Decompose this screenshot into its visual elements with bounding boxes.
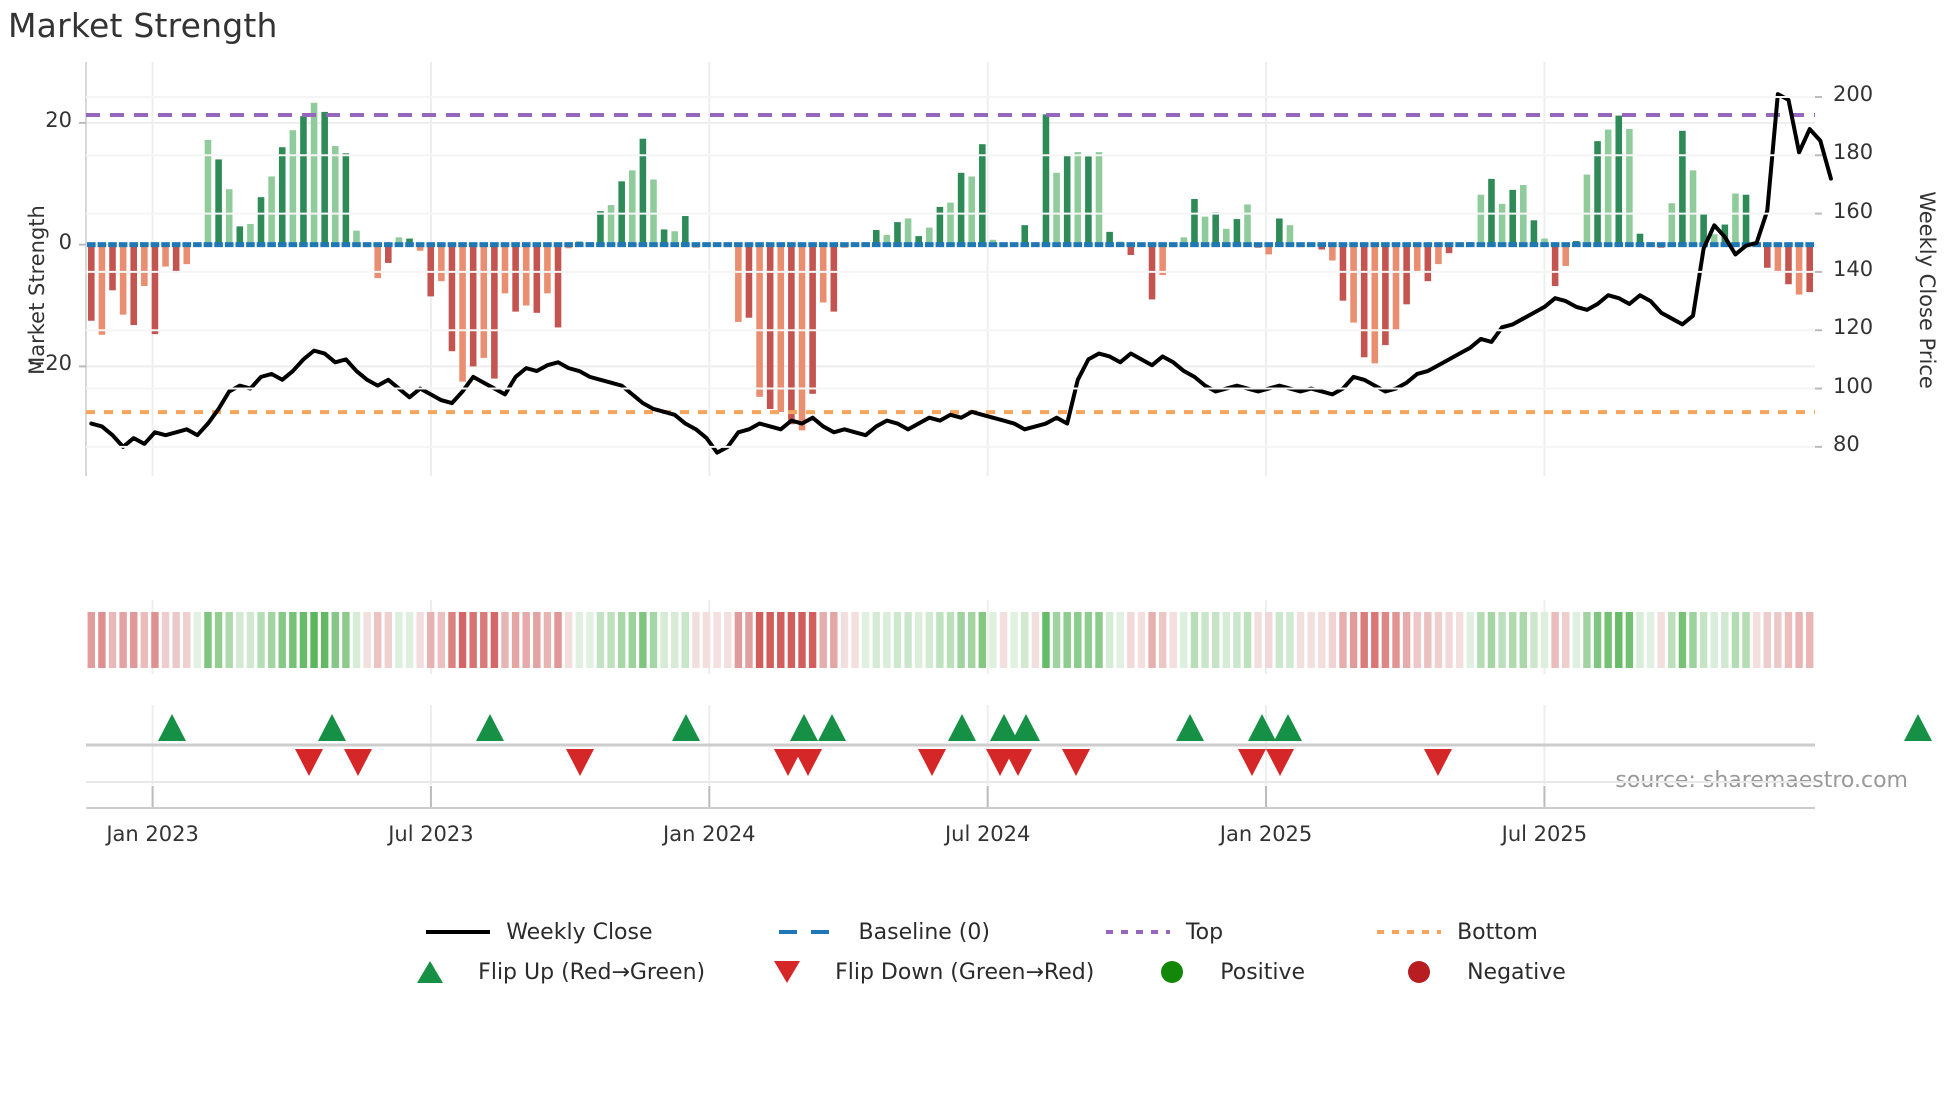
circle-icon bbox=[1161, 961, 1184, 983]
legend-item[interactable]: Negative bbox=[1383, 952, 1566, 992]
legend-label: Positive bbox=[1220, 959, 1306, 985]
chart-legend: Weekly Close Baseline (0) Top Bottom Flip U… bbox=[0, 912, 1960, 1022]
x-axis-tick: Jul 2025 bbox=[1501, 822, 1588, 846]
legend-key bbox=[751, 957, 823, 987]
legend-label: Flip Down (Green→Red) bbox=[835, 959, 1095, 985]
legend-item[interactable]: Baseline (0) bbox=[775, 912, 990, 952]
dotted-line bbox=[1377, 930, 1442, 934]
legend-label: Baseline (0) bbox=[858, 919, 990, 945]
legend-item[interactable]: Bottom bbox=[1373, 912, 1538, 952]
legend-row-primary: Weekly Close Baseline (0) Top Bottom bbox=[0, 912, 1960, 952]
y-axis-tick-right: 140 bbox=[1833, 256, 1874, 281]
source-attribution: source: sharemaestro.com bbox=[1615, 768, 1908, 793]
y-axis-tick-left: 20 bbox=[45, 107, 72, 132]
legend-item[interactable]: Flip Down (Green→Red) bbox=[751, 952, 1094, 992]
y-axis-tick-right: 200 bbox=[1833, 81, 1874, 106]
dashed-line bbox=[778, 930, 843, 934]
legend-row-markers: Flip Up (Red→Green) Flip Down (Green→Red)… bbox=[0, 952, 1960, 992]
y-axis-tick-right: 80 bbox=[1833, 431, 1860, 456]
y-axis-tick-right: 120 bbox=[1833, 315, 1874, 340]
y-axis-tick-right: 100 bbox=[1833, 373, 1874, 398]
y-axis-tick-right: 180 bbox=[1833, 140, 1874, 165]
dotted-line bbox=[1105, 930, 1170, 934]
legend-label: Weekly Close bbox=[506, 919, 653, 945]
y-axis-tick-left: −20 bbox=[27, 351, 72, 376]
circle-icon bbox=[1408, 961, 1431, 983]
page-title: Market Strength bbox=[8, 6, 278, 45]
legend-item[interactable]: Top bbox=[1102, 912, 1223, 952]
legend-label: Top bbox=[1185, 919, 1224, 945]
legend-key bbox=[422, 917, 494, 947]
legend-item[interactable]: Positive bbox=[1136, 952, 1305, 992]
solid-line bbox=[426, 930, 491, 934]
legend-key bbox=[1373, 917, 1445, 947]
x-axis-tick: Jul 2023 bbox=[388, 822, 474, 846]
chart-plot-area bbox=[79, 62, 1932, 809]
x-axis-tick: Jul 2024 bbox=[944, 822, 1031, 846]
legend-key bbox=[1136, 957, 1208, 987]
y-axis-tick-left: 0 bbox=[58, 229, 72, 254]
legend-key bbox=[1383, 957, 1455, 987]
x-axis-tick: Jan 2023 bbox=[106, 822, 199, 846]
legend-key bbox=[775, 917, 847, 947]
legend-item[interactable]: Flip Up (Red→Green) bbox=[394, 952, 705, 992]
legend-item[interactable]: Weekly Close bbox=[422, 912, 653, 952]
legend-label: Bottom bbox=[1457, 919, 1538, 945]
x-axis-tick: Jan 2025 bbox=[1219, 822, 1313, 846]
y-axis-tick-right: 160 bbox=[1833, 198, 1874, 223]
triangle-down-icon bbox=[774, 961, 801, 983]
legend-key bbox=[394, 957, 466, 987]
legend-label: Flip Up (Red→Green) bbox=[478, 959, 706, 985]
triangle-up-icon bbox=[417, 961, 444, 983]
legend-key bbox=[1102, 917, 1174, 947]
legend-label: Negative bbox=[1467, 959, 1566, 985]
x-axis-tick: Jan 2024 bbox=[663, 822, 756, 846]
